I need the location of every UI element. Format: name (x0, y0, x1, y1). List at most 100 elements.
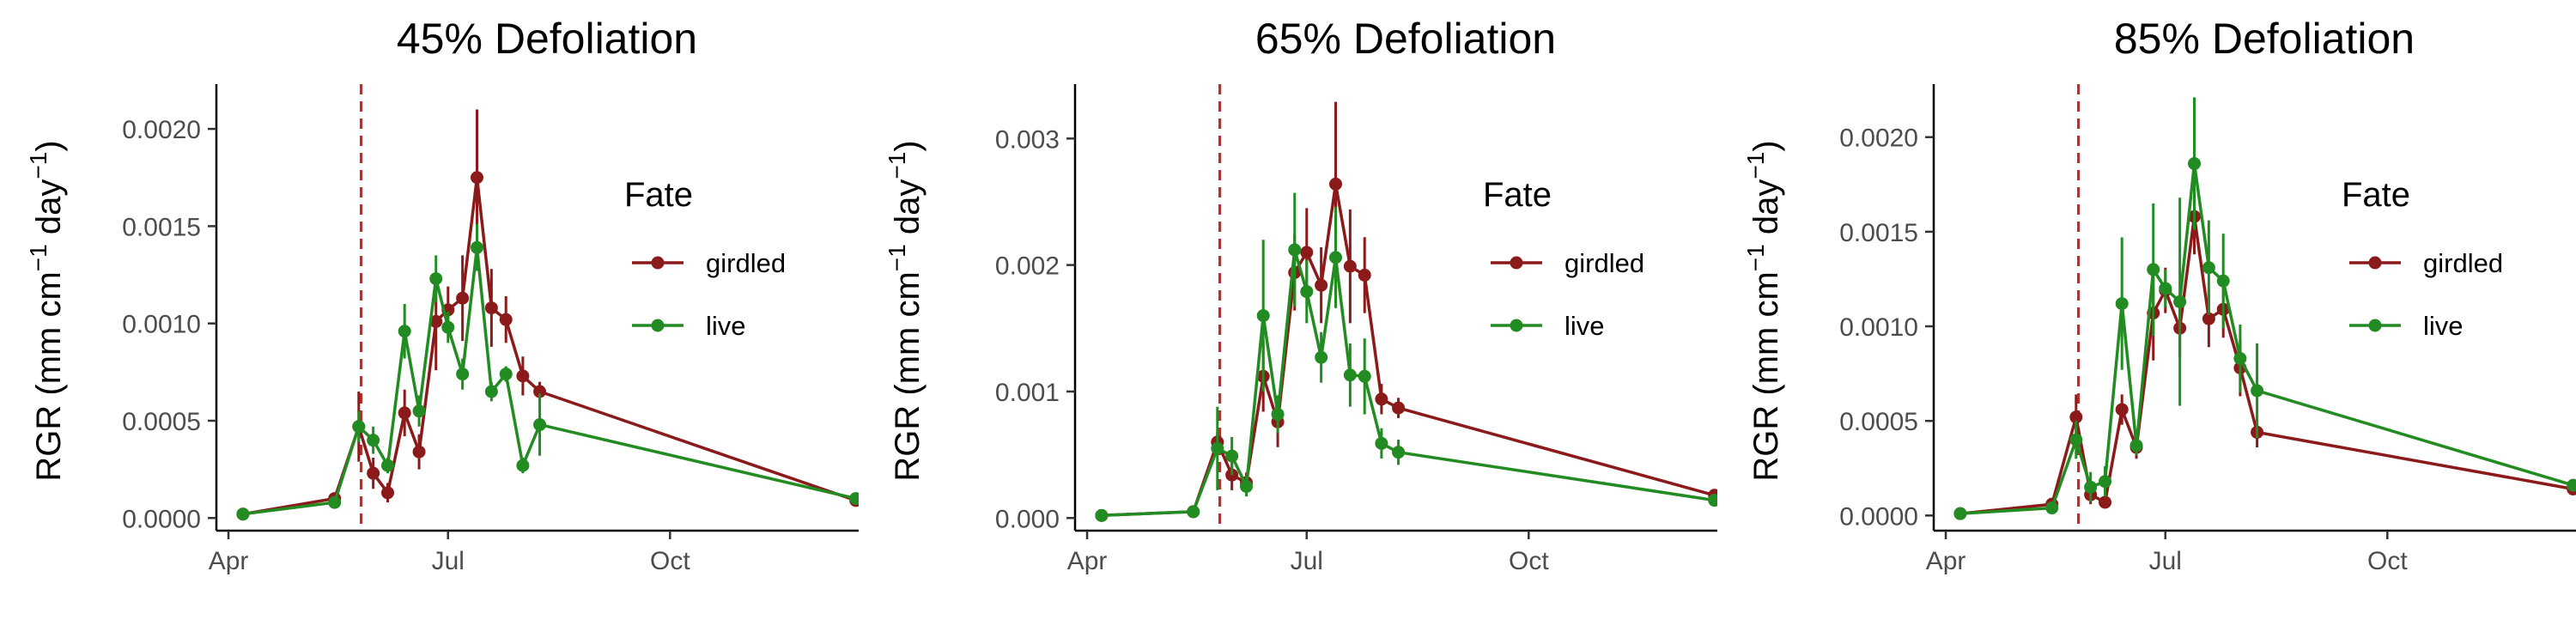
data-point (1095, 508, 1109, 522)
data-point (367, 434, 380, 447)
data-point (1271, 407, 1285, 421)
legend-label-live: live (2423, 311, 2464, 341)
data-point (1300, 285, 1314, 299)
legend-label-girdled: girdled (2423, 248, 2503, 278)
data-point (441, 320, 455, 334)
chart-svg: 45% Defoliation RGR (mm cm−1 day−1) 0.0000… (25, 15, 859, 575)
y-tick-label: 0.0005 (122, 408, 201, 436)
chart-panel-45: 45% Defoliation RGR (mm cm−1 day−1) 0.0000… (0, 0, 859, 644)
data-point (533, 418, 547, 432)
data-point (471, 171, 484, 185)
data-point (236, 507, 250, 521)
series-live (1953, 97, 2576, 520)
data-point (1392, 401, 1406, 415)
data-point (1358, 369, 1371, 383)
data-point (1211, 441, 1224, 455)
data-point (429, 272, 443, 286)
series-live (236, 224, 859, 521)
data-point (367, 466, 380, 480)
legend-title: Fate (1483, 176, 1552, 214)
y-axis-label: RGR (mm cm−1 day−1) (884, 140, 927, 481)
legend-swatch-point (651, 319, 665, 332)
data-point (471, 240, 484, 254)
series-girdled (236, 109, 859, 521)
legend-label-live: live (1564, 311, 1605, 341)
x-tick-label: Oct (650, 547, 690, 575)
data-point (2173, 295, 2187, 308)
legend-title: Fate (624, 176, 693, 214)
y-tick-label: 0.0015 (1839, 219, 1918, 247)
data-point (381, 459, 395, 472)
x-tick-label: Apr (209, 547, 249, 575)
data-point (2115, 403, 2129, 416)
data-point (2567, 478, 2576, 492)
data-point (484, 385, 498, 398)
series-girdled (1953, 179, 2576, 520)
data-point (2115, 297, 2129, 311)
data-point (2233, 351, 2247, 365)
x-tick-label: Oct (1509, 547, 1549, 575)
data-point (1329, 251, 1343, 264)
y-tick-label: 0.001 (995, 379, 1060, 407)
x-tick-label: Jul (1291, 547, 1323, 575)
legend: Fate girdled live (624, 176, 786, 341)
chart-panel-85: 85% Defoliation RGR (mm cm−1 day−1) 0.0000… (1717, 0, 2576, 644)
data-point (1343, 259, 1357, 273)
data-point (2202, 312, 2215, 325)
y-tick-label: 0.0015 (122, 213, 201, 241)
data-point (499, 368, 513, 381)
data-point (1343, 368, 1357, 382)
data-point (1329, 177, 1343, 191)
data-point (2159, 282, 2172, 295)
data-point (1240, 479, 1254, 493)
chart-svg: 65% Defoliation RGR (mm cm−1 day−1) 0.000 0… (884, 15, 1717, 575)
data-point (1392, 446, 1406, 459)
y-tick-label: 0.0005 (1839, 408, 1918, 436)
series-line (1101, 182, 1716, 518)
data-point (1187, 505, 1200, 519)
data-point (2069, 410, 2083, 424)
data-point (2202, 261, 2215, 275)
data-point (2045, 501, 2059, 515)
data-point (412, 445, 426, 459)
y-tick-label: 0.0010 (1839, 313, 1918, 342)
legend-swatch-point (1510, 256, 1523, 270)
data-point (456, 368, 470, 381)
data-point (1225, 449, 1239, 463)
x-tick-label: Apr (1926, 547, 1966, 575)
data-point (398, 406, 411, 420)
data-point (456, 291, 470, 305)
chart-title: 85% Defoliation (2114, 15, 2415, 63)
data-point (516, 459, 530, 472)
data-point (2251, 384, 2264, 398)
data-point (2069, 433, 2083, 447)
y-tick-label: 0.0000 (1839, 502, 1918, 531)
x-tick-label: Apr (1067, 547, 1108, 575)
data-point (499, 313, 513, 326)
data-point (398, 325, 411, 338)
data-point (1288, 243, 1302, 257)
series-line (1101, 248, 1715, 518)
series-girdled (1095, 101, 1717, 522)
legend-swatch-point (1510, 319, 1523, 332)
series-line (1959, 161, 2574, 515)
x-tick-label: Oct (2367, 547, 2408, 575)
y-tick-label: 0.002 (995, 252, 1060, 281)
legend: Fate girdled live (2342, 176, 2503, 341)
data-point (328, 495, 342, 509)
data-point (849, 492, 859, 506)
series-line (242, 176, 857, 516)
series-line (1959, 215, 2574, 515)
data-point (2129, 439, 2143, 453)
data-point (2099, 495, 2112, 509)
y-tick-label: 0.0010 (122, 311, 201, 339)
data-point (381, 486, 395, 500)
legend: Fate girdled live (1483, 176, 1644, 341)
legend-label-girdled: girdled (706, 248, 786, 278)
data-point (533, 385, 547, 398)
data-point (2188, 157, 2202, 171)
data-point (2084, 480, 2098, 494)
x-tick-label: Jul (2149, 547, 2182, 575)
y-axis-label: RGR (mm cm−1 day−1) (25, 140, 68, 481)
legend-swatch-point (2368, 256, 2382, 270)
